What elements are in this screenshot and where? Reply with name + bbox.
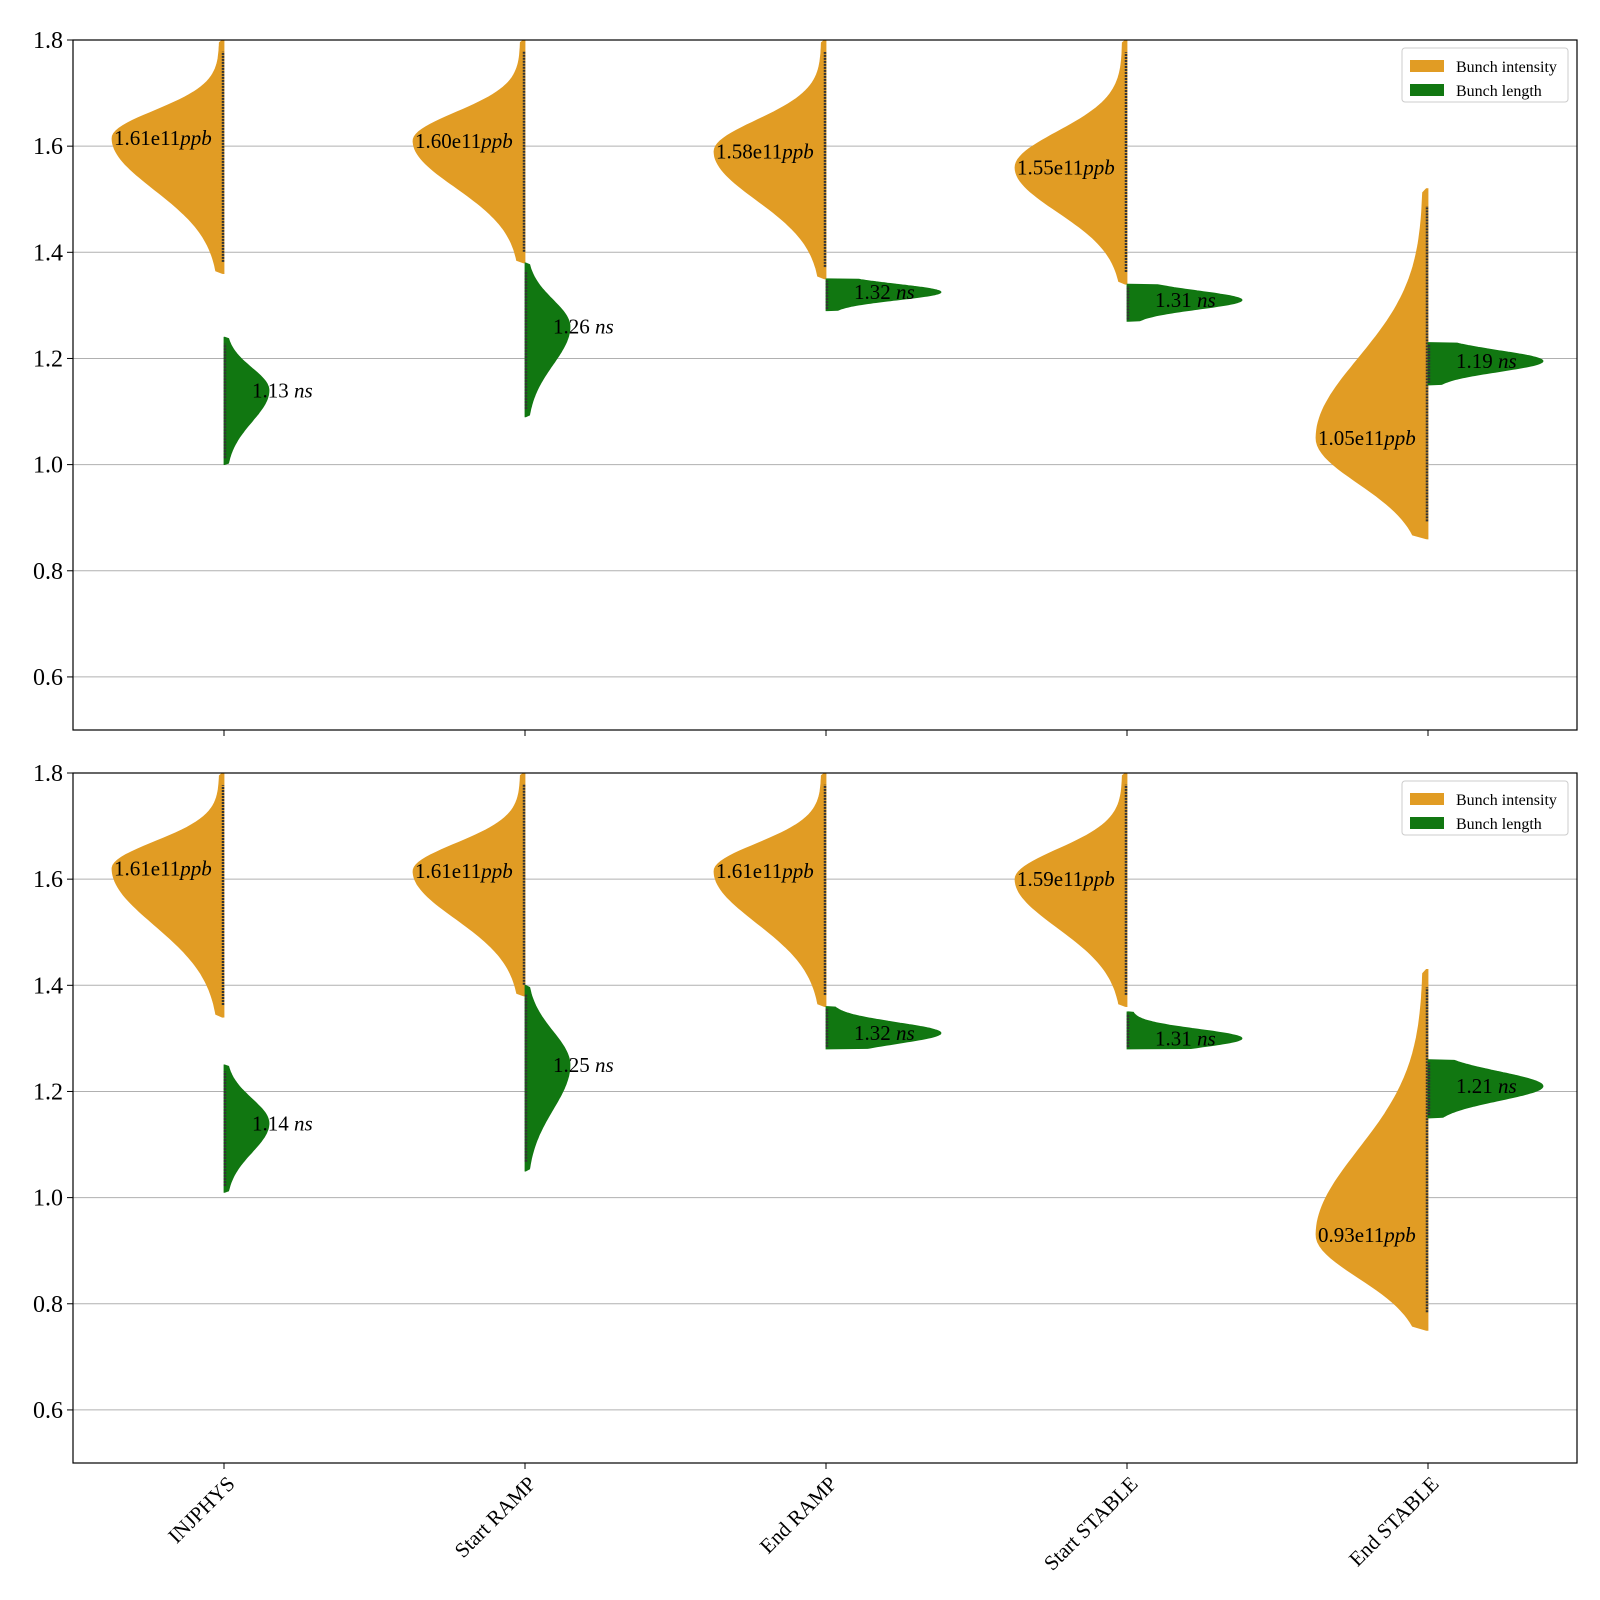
violin-length-4 (1126, 1011, 1243, 1050)
violin-intensity-5 (1315, 968, 1429, 1331)
panel-2: 0.6 0.8 1.0 1.2 1.4 1.6 1.8 1.61e11ppb 1.61e11pp… (33, 761, 1578, 1576)
intensity-label: 1.60e11ppb (415, 129, 513, 153)
legend: Bunch intensity Bunch length (1401, 47, 1569, 103)
legend-swatch-length (1410, 817, 1444, 829)
length-label: 1.31 ns (1155, 288, 1216, 312)
violin-length-4 (1126, 283, 1243, 322)
violin-length-2 (524, 262, 571, 418)
violin-length-3 (825, 1006, 942, 1050)
y-tick-label: 1.0 (33, 453, 63, 479)
violin-intensity-2 (412, 773, 526, 997)
violin-intensity-5 (1315, 188, 1429, 540)
violin-intensity-4 (1014, 40, 1128, 285)
panel-1: 0.6 0.8 1.0 1.2 1.4 1.6 1.8 1.61e11ppb 1.60e11pp… (33, 28, 1578, 736)
length-label: 1.14 ns (252, 1111, 313, 1135)
intensity-label: 1.05e11ppb (1318, 426, 1416, 450)
y-tick-label: 1.8 (33, 28, 63, 54)
legend-entry: Bunch intensity (1456, 792, 1557, 809)
intensity-label: 1.59e11ppb (1017, 867, 1115, 891)
intensity-label: 0.93e11ppb (1318, 1223, 1416, 1247)
y-tick-label: 0.8 (33, 1292, 63, 1318)
y-tick-label: 1.0 (33, 1186, 63, 1212)
y-tick-label: 1.6 (33, 134, 63, 160)
violin-intensity-1 (111, 40, 225, 274)
violin-length-5 (1427, 1059, 1544, 1119)
legend-swatch-length (1410, 84, 1444, 96)
x-tick-label: Start RAMP (450, 1472, 541, 1563)
legend: Bunch intensity Bunch length (1401, 780, 1569, 836)
violin-length-1 (223, 1064, 270, 1193)
length-label: 1.19 ns (1456, 349, 1517, 373)
violin-length-5 (1427, 342, 1544, 386)
violin-intensity-3 (713, 773, 827, 1007)
violin-intensity-3 (713, 40, 827, 280)
y-tick-label: 1.6 (33, 867, 63, 893)
violin-intensity-1 (111, 773, 225, 1018)
length-label: 1.26 ns (553, 315, 614, 339)
length-label: 1.13 ns (252, 378, 313, 402)
legend-entry: Bunch length (1456, 816, 1542, 833)
intensity-label: 1.61e11ppb (114, 126, 212, 150)
intensity-label: 1.55e11ppb (1017, 155, 1115, 179)
plot-area (111, 40, 1544, 540)
x-tick-label: End RAMP (755, 1472, 842, 1559)
y-tick-label: 0.6 (33, 665, 63, 691)
length-label: 1.25 ns (553, 1053, 614, 1077)
length-label: 1.32 ns (854, 1021, 915, 1045)
legend-entry: Bunch length (1456, 83, 1542, 100)
intensity-label: 1.61e11ppb (716, 859, 814, 883)
legend-entry: Bunch intensity (1456, 59, 1557, 76)
y-tick-label: 0.8 (33, 559, 63, 585)
axes-frame (72, 39, 1578, 731)
violin-intensity-2 (412, 40, 526, 264)
intensity-label: 1.61e11ppb (114, 857, 212, 881)
x-tick-label: End STABLE (1344, 1472, 1444, 1572)
intensity-label: 1.61e11ppb (415, 859, 513, 883)
y-tick-label: 0.6 (33, 1398, 63, 1424)
legend-swatch-intensity (1410, 793, 1444, 805)
violin-length-1 (223, 336, 270, 466)
x-tick-label: Start STABLE (1039, 1472, 1143, 1576)
legend-swatch-intensity (1410, 60, 1444, 72)
y-tick-label: 1.2 (33, 1079, 63, 1105)
y-tick-label: 1.4 (33, 973, 63, 999)
plot-area (111, 773, 1544, 1331)
violin-length-3 (825, 278, 942, 312)
intensity-label: 1.58e11ppb (716, 139, 814, 163)
axes-frame (72, 772, 1578, 1464)
y-tick-label: 1.4 (33, 240, 63, 266)
length-label: 1.31 ns (1155, 1026, 1216, 1050)
y-tick-label: 1.2 (33, 346, 63, 372)
violin-intensity-4 (1014, 773, 1128, 1007)
violin-length-2 (524, 984, 571, 1172)
y-tick-label: 1.8 (33, 761, 63, 787)
length-label: 1.32 ns (854, 280, 915, 304)
x-tick-label: INJPHYS (163, 1472, 239, 1548)
length-label: 1.21 ns (1456, 1074, 1517, 1098)
